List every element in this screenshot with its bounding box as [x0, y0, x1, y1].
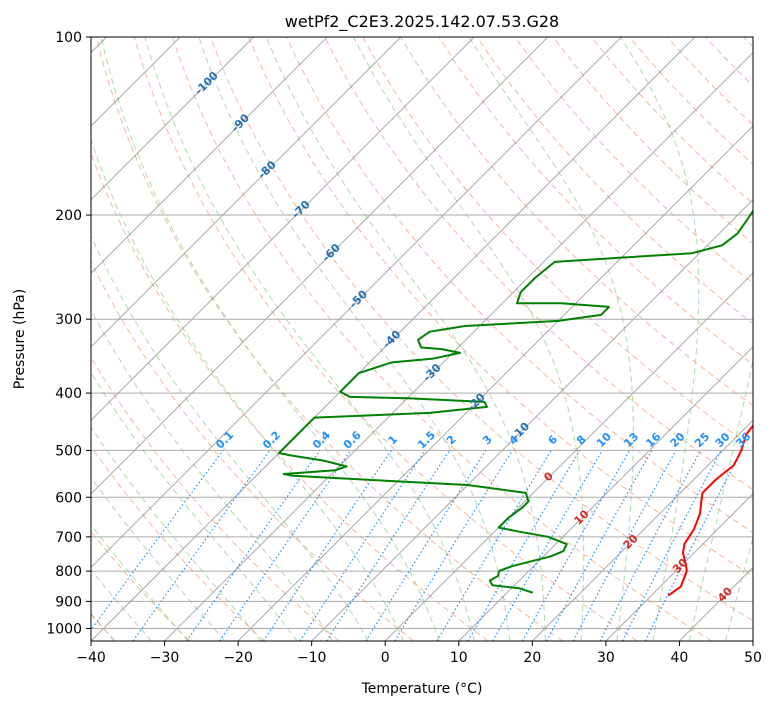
y-tick-label: 300	[55, 312, 82, 328]
chart-lines-layer	[278, 209, 753, 597]
moist-adiabat-line	[91, 426, 262, 641]
dry-adiabat-line	[324, 37, 753, 491]
moist-adiabat-line	[91, 138, 405, 641]
moist-adiabat-line	[265, 37, 546, 641]
dry-adiabat-line	[91, 356, 340, 641]
y-axis-label: Pressure (hPa)	[12, 289, 28, 389]
moist-adiabat-line	[688, 358, 753, 641]
mixing-ratio-line	[299, 450, 426, 641]
y-tick-label: 1000	[46, 621, 82, 637]
moist-adiabat-line	[91, 476, 226, 641]
mixing-ratio-line	[186, 450, 321, 641]
moist-adiabat-line	[725, 535, 753, 641]
dry-adiabat-line	[514, 37, 753, 284]
isotherm-line	[605, 493, 753, 641]
moist-adiabat-line	[100, 37, 440, 641]
mixing-ratio-line	[521, 450, 631, 641]
x-axis-label: Temperature (°C)	[361, 681, 483, 697]
y-tick-label: 400	[55, 386, 82, 402]
temperature-profile	[667, 424, 753, 597]
mixing-ratio-line	[262, 450, 392, 641]
y-tick-label: 200	[55, 208, 82, 224]
dry-adiabat-line	[209, 37, 753, 622]
x-tick-label: 10	[450, 650, 468, 666]
moist-adiabat-line	[91, 234, 369, 641]
x-tick-label: 0	[381, 650, 390, 666]
isotherm-line	[91, 37, 696, 641]
moist-adiabat-line	[762, 37, 775, 641]
x-tick-label: −30	[150, 650, 180, 666]
y-tick-label: 600	[55, 490, 82, 506]
moist-adiabat-line	[144, 37, 475, 641]
moist-adiabat-line	[353, 37, 585, 641]
mixing-ratio-line	[394, 450, 513, 641]
y-tick-label: 700	[55, 530, 82, 546]
y-axis: 100 200 300 400 500 600 700 800 900 1000	[46, 30, 91, 637]
isotherm-line	[91, 37, 402, 348]
x-tick-label: 20	[523, 650, 541, 666]
x-tick-label: −40	[76, 650, 106, 666]
moist-adiabat-line	[91, 568, 152, 641]
chart-grid-layer	[91, 37, 775, 641]
moist-adiabat-line	[198, 37, 511, 641]
y-tick-label: 500	[55, 443, 82, 459]
isotherm-line	[164, 51, 753, 641]
isotherm-line	[91, 37, 328, 274]
mixing-ratio-line	[132, 450, 271, 641]
mixing-ratio-line	[572, 450, 677, 641]
dry-adiabat-line	[247, 37, 753, 577]
isotherm-line	[91, 37, 622, 569]
isotherm-line	[311, 199, 753, 641]
plot-frame	[90, 36, 754, 642]
isotherm-line	[91, 37, 475, 421]
x-tick-label: 40	[671, 650, 689, 666]
x-axis: −40 −30 −20 −10 0 10 20 30 40 50	[76, 641, 762, 666]
dry-adiabat-line	[133, 37, 638, 641]
moist-adiabat-line	[620, 37, 700, 641]
mixing-ratio-line	[546, 450, 653, 641]
y-tick-label: 100	[55, 30, 82, 46]
isotherm-line	[237, 125, 753, 641]
x-tick-label: −20	[223, 650, 253, 666]
moist-adiabat-line	[91, 371, 298, 641]
x-tick-label: −10	[297, 650, 327, 666]
isotherm-line	[532, 419, 753, 641]
isotherm-line	[752, 640, 753, 641]
dry-adiabat-line	[95, 37, 563, 641]
y-tick-label: 800	[55, 564, 82, 580]
isotherm-line	[91, 37, 254, 201]
mixing-ratio-line	[644, 450, 743, 641]
isotherm-line	[384, 272, 753, 641]
mixing-ratio-line	[326, 450, 451, 641]
dry-adiabat-line	[171, 37, 713, 641]
y-tick-label: 900	[55, 594, 82, 610]
moist-adiabat-line	[91, 308, 334, 641]
chart-title: wetPf2_C2E3.2025.142.07.53.G28	[285, 12, 559, 32]
dry-adiabat-line	[286, 37, 753, 534]
dry-adiabat-line	[91, 445, 265, 641]
moist-adiabat-line	[91, 523, 189, 641]
x-tick-label: 30	[597, 650, 615, 666]
mixing-ratio-line	[91, 450, 224, 631]
x-tick-label: 50	[744, 650, 762, 666]
dry-adiabat-line	[91, 260, 414, 641]
dewpoint-profile	[278, 209, 753, 594]
plot-background	[91, 37, 753, 641]
mixing-ratio-line	[219, 450, 352, 641]
isotherm-line	[91, 37, 549, 495]
